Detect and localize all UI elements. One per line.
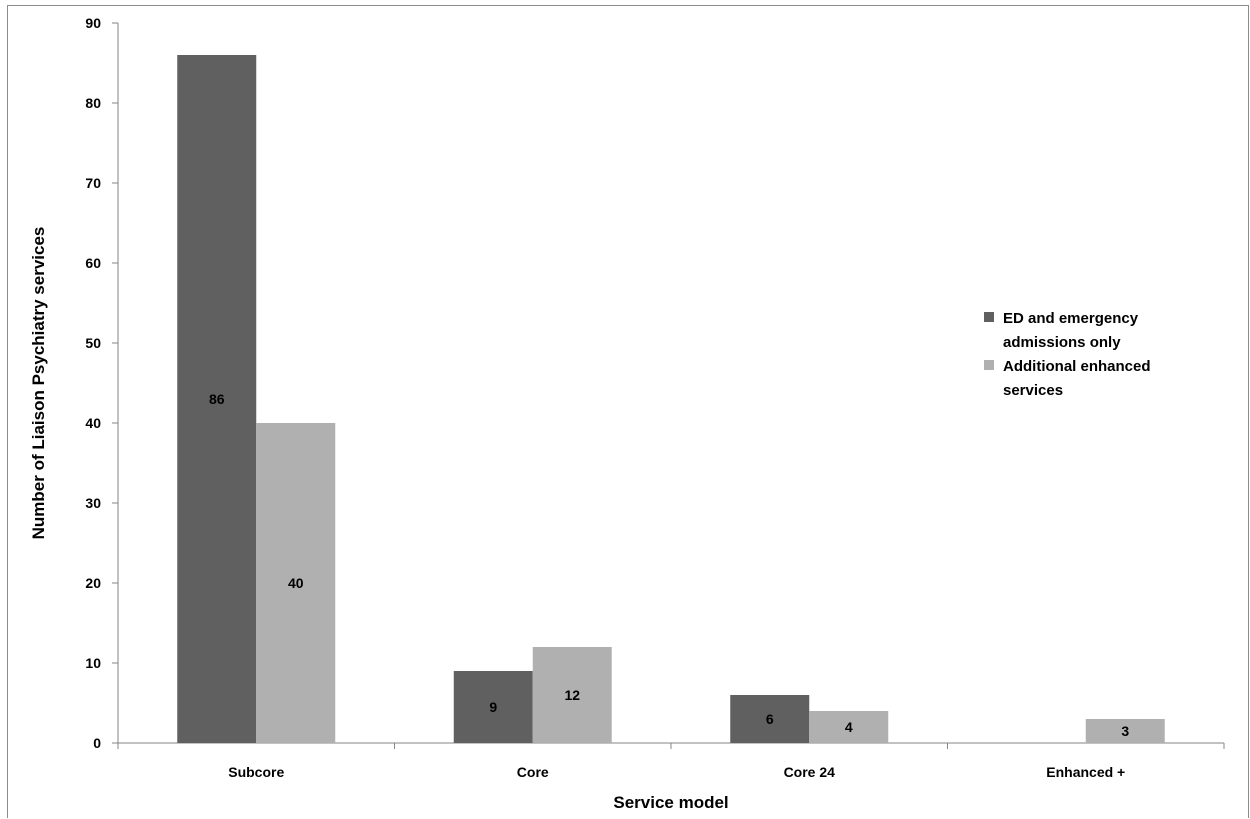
data-label: 86 — [209, 391, 225, 407]
bar — [532, 647, 612, 743]
x-tick-label: Subcore — [228, 764, 284, 780]
data-label: 6 — [766, 711, 774, 727]
x-tick-label: Core 24 — [784, 764, 836, 780]
data-label: 12 — [564, 687, 580, 703]
x-tick-label: Core — [517, 764, 549, 780]
bar — [809, 711, 889, 743]
y-axis: 0 10 20 30 40 50 60 70 80 90 — [85, 15, 119, 751]
y-axis-title: Number of Liaison Psychiatry services — [29, 227, 48, 540]
chart-frame — [7, 5, 1249, 818]
y-tick-label: 50 — [85, 335, 101, 351]
bars: 86 40 9 12 6 4 3 — [177, 55, 1165, 743]
y-tick-label: 10 — [85, 655, 101, 671]
y-tick-label: 40 — [85, 415, 101, 431]
bar — [1085, 719, 1165, 743]
x-axis-title: Service model — [613, 793, 728, 812]
x-axis: Subcore Core Core 24 Enhanced + — [117, 742, 1225, 780]
legend-swatch — [984, 312, 994, 322]
data-label: 9 — [489, 699, 497, 715]
y-tick-label: 70 — [85, 175, 101, 191]
legend: ED and emergency admissions only Additiona… — [984, 310, 1151, 399]
data-label: 3 — [1121, 723, 1129, 739]
y-tick-label: 30 — [85, 495, 101, 511]
y-tick-label: 80 — [85, 95, 101, 111]
bar — [256, 423, 336, 743]
x-tick-label: Enhanced + — [1046, 764, 1125, 780]
legend-label: Additional enhanced — [1003, 358, 1151, 375]
legend-swatch — [984, 360, 994, 370]
legend-label: admissions only — [1003, 334, 1121, 351]
y-tick-label: 90 — [85, 15, 101, 31]
legend-label: services — [1003, 382, 1063, 399]
y-tick-label: 0 — [93, 735, 101, 751]
data-label: 40 — [288, 575, 304, 591]
y-tick-label: 20 — [85, 575, 101, 591]
bar — [453, 671, 533, 743]
bar — [177, 55, 257, 743]
legend-label: ED and emergency — [1003, 310, 1139, 327]
data-label: 4 — [845, 719, 853, 735]
bar — [730, 695, 810, 743]
y-tick-label: 60 — [85, 255, 101, 271]
